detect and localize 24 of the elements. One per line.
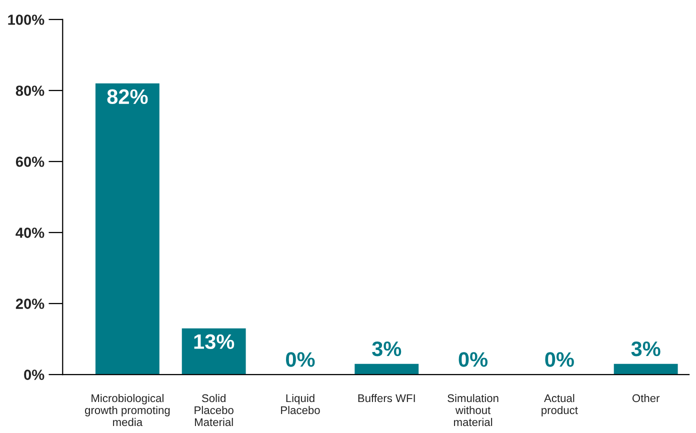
data-label: 0% <box>458 352 488 367</box>
x-tick-label: Simulation without material <box>448 394 498 426</box>
data-label: 0% <box>545 352 574 367</box>
y-tick-label: 20% <box>16 298 44 309</box>
x-tick-label: Buffers WFI <box>358 394 415 402</box>
x-tick-label: Solid Placebo Material <box>194 394 234 426</box>
y-tick-label: 80% <box>16 86 44 96</box>
data-label: 13% <box>194 334 234 350</box>
x-tick-label: Other <box>632 394 660 402</box>
y-tick-label: 60% <box>16 156 44 167</box>
data-label: 3% <box>631 341 660 356</box>
x-tick-label: Actual product <box>542 394 578 416</box>
data-label: 3% <box>372 341 402 356</box>
x-tick-label: Microbiological growth promoting media <box>84 394 170 426</box>
bar <box>95 83 160 375</box>
y-tick-label: 40% <box>16 228 44 238</box>
y-tick-label: 0% <box>24 370 44 380</box>
bar <box>614 364 678 375</box>
data-label: 0% <box>286 352 315 367</box>
x-tick-label: Liquid Placebo <box>281 394 320 414</box>
bar <box>182 328 246 375</box>
bar <box>354 364 419 375</box>
y-tick-label: 100% <box>8 14 44 25</box>
data-label: 82% <box>107 89 148 104</box>
